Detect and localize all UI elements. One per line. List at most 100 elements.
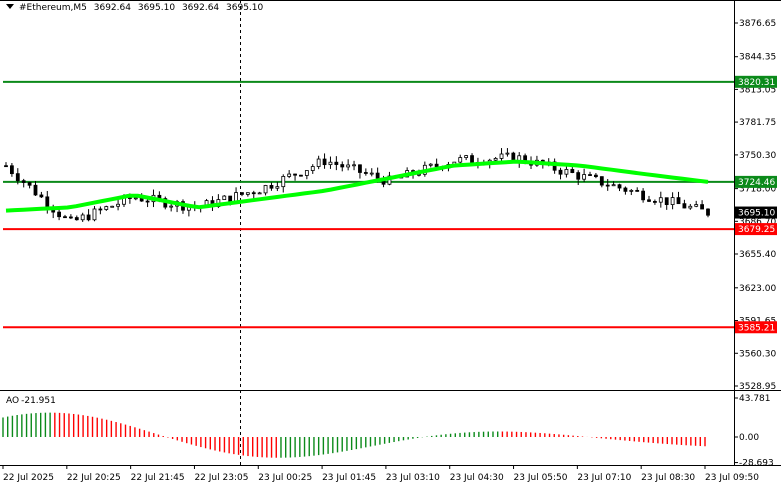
open-value: 3692.64 xyxy=(93,3,131,13)
ao-axis-label: -28.693 xyxy=(739,459,774,469)
level-price-label: 3679.25 xyxy=(738,225,775,235)
price-axis-label: 3813.05 xyxy=(739,85,776,95)
price-pane xyxy=(3,80,734,329)
candle-body xyxy=(434,163,439,167)
candle-body xyxy=(564,169,569,175)
candle-body xyxy=(358,164,362,173)
candle-body xyxy=(257,192,262,195)
price-axis-label: 3560.30 xyxy=(739,349,776,359)
candle-body xyxy=(670,197,675,205)
candle-body xyxy=(582,174,587,180)
low-value: 3692.64 xyxy=(181,3,220,13)
candle-body xyxy=(310,166,315,171)
time-axis-label: 23 Jul 07:10 xyxy=(577,473,631,483)
level-price-tag xyxy=(735,75,777,88)
candle-body xyxy=(304,170,309,176)
ao-axis-label: 0.00 xyxy=(739,433,759,443)
candle-body xyxy=(328,161,333,166)
candle-body xyxy=(9,165,14,175)
candle-body xyxy=(688,205,693,209)
candle-body xyxy=(110,205,115,208)
candle-body xyxy=(658,197,663,203)
candle-body xyxy=(33,184,38,196)
dropdown-triangle-icon[interactable] xyxy=(6,4,14,9)
time-axis-label: 22 Jul 21:45 xyxy=(131,473,185,483)
candle-body xyxy=(299,174,303,177)
candle-body xyxy=(240,192,244,195)
candle-body xyxy=(706,208,710,216)
level-price-label: 3585.21 xyxy=(738,323,775,333)
level-price-tag xyxy=(735,223,777,236)
candle-body xyxy=(21,180,26,183)
candle-body xyxy=(39,194,44,198)
candle-body xyxy=(588,174,592,176)
moving-average-line xyxy=(5,159,709,213)
candle-body xyxy=(694,204,699,207)
price-axis-label: 3781.75 xyxy=(739,118,776,128)
candle-body xyxy=(293,173,297,176)
level-price-label: 3724.46 xyxy=(738,178,775,188)
candle-body xyxy=(68,216,73,219)
price-axis-label: 3655.40 xyxy=(739,250,776,260)
candle-body xyxy=(27,182,32,186)
indicator-name: AO xyxy=(6,396,20,406)
candle-body xyxy=(4,165,8,168)
chart-header: #Ethereum,M5 3692.64 3695.10 3692.64 369… xyxy=(6,3,267,13)
candle-body xyxy=(104,206,109,210)
price-axis-label: 3844.35 xyxy=(739,53,776,63)
time-axis-label: 23 Jul 05:50 xyxy=(514,473,568,483)
candle-body xyxy=(322,158,327,166)
candle-body xyxy=(599,176,604,186)
price-axis-label: 3686.70 xyxy=(739,217,776,227)
level-price-tag xyxy=(735,175,777,188)
candle-body xyxy=(369,172,374,175)
candle-body xyxy=(617,184,622,189)
candle-body xyxy=(647,199,651,202)
candle-body xyxy=(493,158,498,161)
level-price-tag xyxy=(735,321,777,334)
candle-body xyxy=(45,196,50,208)
candle-body xyxy=(251,192,256,195)
candle-body xyxy=(263,185,268,194)
candle-body xyxy=(570,169,575,173)
ao-axis-label: 43.781 xyxy=(739,394,771,404)
price-axis-label: 3718.00 xyxy=(739,185,776,195)
candle-body xyxy=(340,164,345,168)
time-axis-label: 22 Jul 23:05 xyxy=(194,473,248,483)
time-axis-label: 23 Jul 03:10 xyxy=(386,473,440,483)
level-price-label: 3820.31 xyxy=(738,78,775,88)
candle-body xyxy=(287,173,292,177)
candle-body xyxy=(334,161,339,165)
candle-body xyxy=(470,155,474,163)
candle-body xyxy=(505,152,510,155)
current-price-label: 3695.10 xyxy=(738,209,775,219)
candle-body xyxy=(458,157,463,163)
candle-body xyxy=(700,204,705,210)
close-value: 3695.10 xyxy=(226,3,264,13)
price-axis-label: 3750.30 xyxy=(739,151,776,161)
candle-body xyxy=(245,192,250,195)
time-axis-label: 22 Jul 20:25 xyxy=(67,473,121,483)
candle-body xyxy=(653,201,657,203)
candle-body xyxy=(145,200,150,203)
candle-body xyxy=(269,185,274,189)
candle-body xyxy=(576,172,581,180)
indicator-value: -21.951 xyxy=(21,396,56,406)
candle-body xyxy=(57,211,61,218)
candle-body xyxy=(635,189,640,192)
axes: 3876.65 3844.35 3813.05 3781.75 3750.30 3718.… xyxy=(2,19,777,483)
price-axis-label: 3876.65 xyxy=(739,19,776,29)
symbol-label: #Ethereum,M5 xyxy=(19,3,87,13)
candle-body xyxy=(281,176,286,188)
candle-body xyxy=(116,203,120,207)
candle-body xyxy=(499,153,504,159)
candle-body xyxy=(611,184,616,187)
time-axis-label: 23 Jul 01:45 xyxy=(322,473,376,483)
candle-body xyxy=(15,173,20,182)
time-axis-label: 23 Jul 04:30 xyxy=(450,473,504,483)
candle-body xyxy=(682,203,687,209)
candle-body xyxy=(133,197,138,200)
candle-body xyxy=(594,174,598,178)
